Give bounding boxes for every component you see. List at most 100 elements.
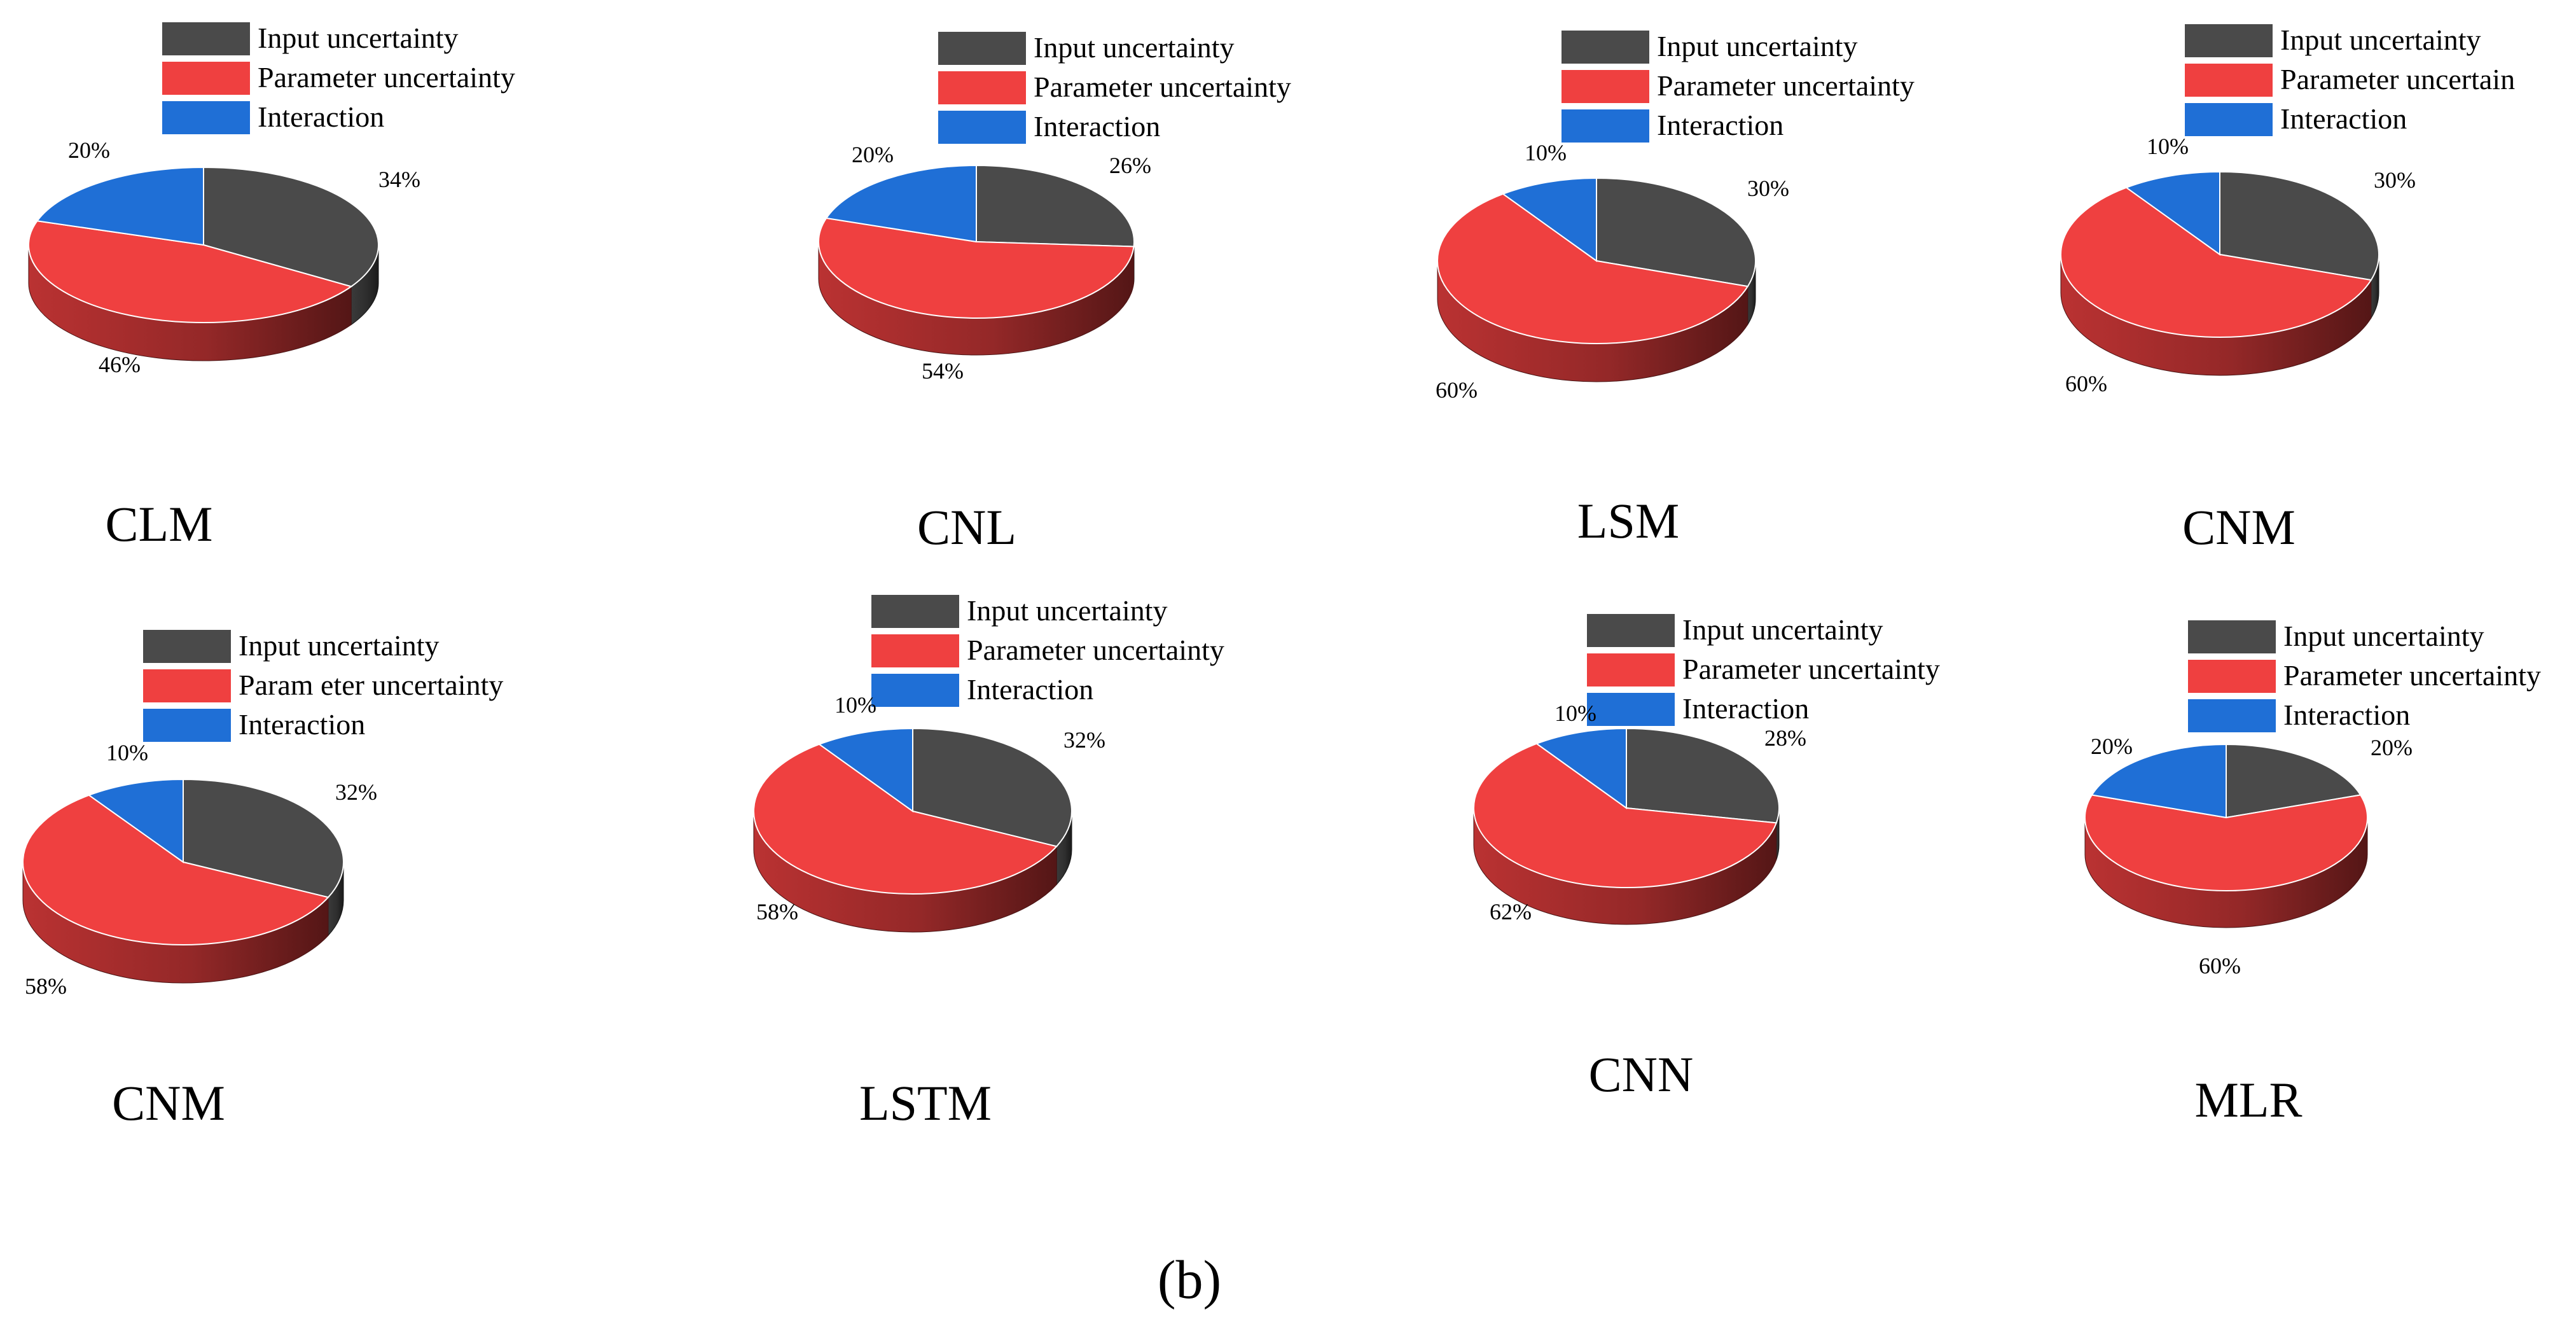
value-label: 58% [25, 973, 67, 999]
legend-swatch-input-uncertainty [2185, 24, 2273, 57]
legend-swatch-interaction [938, 111, 1026, 144]
legend: Input uncertainty Parameter uncertainty In… [162, 22, 515, 134]
legend-swatch-parameter-uncertainty [143, 669, 231, 702]
legend-label: Param eter uncertainty [239, 669, 503, 701]
legend-swatch-parameter-uncertainty [938, 71, 1026, 104]
chart-title: LSTM [859, 1075, 992, 1131]
legend-swatch-input-uncertainty [143, 630, 231, 663]
pie-chart-2: Input uncertainty Parameter uncertainty In… [819, 31, 1291, 555]
value-label: 26% [1109, 153, 1151, 178]
chart-title: CNL [917, 499, 1016, 555]
legend-label: Input uncertainty [2280, 24, 2481, 56]
chart-title: CLM [105, 496, 212, 552]
value-label: 60% [2065, 371, 2107, 396]
legend-label: Parameter uncertainty [1682, 653, 1940, 685]
legend-swatch-parameter-uncertainty [162, 62, 250, 95]
legend: Input uncertainty Param eter uncertainty I… [143, 629, 503, 742]
legend-label: Interaction [1034, 110, 1160, 143]
legend-label: Interaction [1657, 109, 1783, 141]
legend-label: Input uncertainty [258, 22, 459, 54]
pie-chart-4: Input uncertainty Parameter uncertain Inte… [2061, 24, 2515, 555]
value-label: 32% [1063, 727, 1105, 753]
legend: Input uncertainty Parameter uncertainty In… [1587, 613, 1940, 726]
value-label: 10% [2147, 134, 2189, 159]
legend: Input uncertainty Parameter uncertainty In… [938, 31, 1291, 144]
pie-chart-8: Input uncertainty Parameter uncertainty In… [2085, 620, 2541, 1127]
value-label: 10% [1525, 140, 1567, 165]
legend-swatch-input-uncertainty [162, 22, 250, 55]
legend-swatch-input-uncertainty [938, 32, 1026, 65]
legend-label: Interaction [2280, 102, 2407, 135]
value-label: 30% [1747, 176, 1789, 201]
legend-label: Parameter uncertainty [1657, 69, 1915, 102]
value-label: 20% [852, 142, 894, 167]
value-label: 10% [1555, 700, 1596, 726]
pie-chart-6: Input uncertainty Parameter uncertainty In… [754, 594, 1224, 1131]
legend-label: Parameter uncertainty [258, 61, 515, 94]
value-label: 58% [756, 899, 798, 924]
value-label: 54% [922, 358, 964, 384]
legend-swatch-interaction [2185, 103, 2273, 136]
legend-label: Input uncertainty [1657, 30, 1858, 62]
chart-title: CNN [1589, 1047, 1694, 1102]
legend-swatch-interaction [162, 101, 250, 134]
legend-label: Parameter uncertainty [2283, 659, 2541, 692]
value-label: 10% [106, 740, 148, 765]
legend-swatch-interaction [1562, 109, 1649, 143]
legend-swatch-input-uncertainty [1587, 614, 1675, 647]
pie-slice-input-uncertainty [1626, 728, 1779, 823]
legend-label: Input uncertainty [239, 629, 440, 662]
legend-label: Parameter uncertainty [1034, 71, 1291, 103]
value-label: 62% [1490, 899, 1532, 924]
legend-label: Interaction [258, 101, 384, 133]
chart-title: LSM [1577, 493, 1679, 548]
value-label: 20% [2091, 734, 2133, 759]
value-label: 32% [335, 779, 377, 805]
value-label: 46% [99, 352, 141, 377]
legend-swatch-interaction [2188, 699, 2276, 732]
value-label: 20% [68, 137, 110, 163]
value-label: 10% [834, 692, 876, 718]
pie-chart-7: Input uncertainty Parameter uncertainty In… [1474, 613, 1940, 1102]
value-label: 28% [1764, 725, 1806, 751]
legend-label: Parameter uncertainty [967, 634, 1224, 666]
legend: Input uncertainty Parameter uncertainty In… [2188, 620, 2541, 732]
legend-label: Input uncertainty [1034, 31, 1235, 64]
legend-label: Input uncertainty [967, 594, 1168, 627]
legend: Input uncertainty Parameter uncertain Inte… [2185, 24, 2515, 136]
legend-label: Interaction [2283, 699, 2410, 731]
legend-label: Parameter uncertain [2280, 63, 2515, 95]
legend-label: Interaction [967, 673, 1093, 706]
value-label: 20% [2371, 735, 2413, 760]
value-label: 60% [2199, 953, 2241, 979]
legend-swatch-input-uncertainty [2188, 620, 2276, 653]
chart-title: CNM [2182, 499, 2296, 555]
legend-label: Input uncertainty [2283, 620, 2484, 652]
legend-swatch-input-uncertainty [1562, 31, 1649, 64]
legend-label: Interaction [239, 708, 365, 741]
legend-swatch-interaction [871, 674, 959, 707]
chart-title: CNM [112, 1075, 225, 1131]
value-label: 60% [1436, 377, 1478, 403]
panel-label: (b) [1158, 1249, 1221, 1310]
legend-label: Interaction [1682, 692, 1809, 725]
legend-swatch-parameter-uncertainty [1562, 70, 1649, 103]
value-label: 30% [2374, 167, 2416, 193]
pie-chart-5: Input uncertainty Param eter uncertainty I… [23, 629, 503, 1131]
pie-chart-1: Input uncertainty Parameter uncertainty In… [29, 22, 515, 552]
legend-swatch-parameter-uncertainty [1587, 653, 1675, 686]
legend: Input uncertainty Parameter uncertainty In… [871, 594, 1224, 707]
pie-chart-3: Input uncertainty Parameter uncertainty In… [1436, 30, 1915, 548]
legend: Input uncertainty Parameter uncertainty In… [1562, 30, 1915, 143]
legend-label: Input uncertainty [1682, 613, 1883, 646]
legend-swatch-parameter-uncertainty [2188, 660, 2276, 693]
legend-swatch-interaction [143, 709, 231, 742]
legend-swatch-interaction [1587, 693, 1675, 726]
chart-title: MLR [2194, 1072, 2302, 1127]
legend-swatch-parameter-uncertainty [2185, 64, 2273, 97]
legend-swatch-parameter-uncertainty [871, 634, 959, 667]
value-label: 34% [378, 167, 420, 192]
legend-swatch-input-uncertainty [871, 595, 959, 628]
